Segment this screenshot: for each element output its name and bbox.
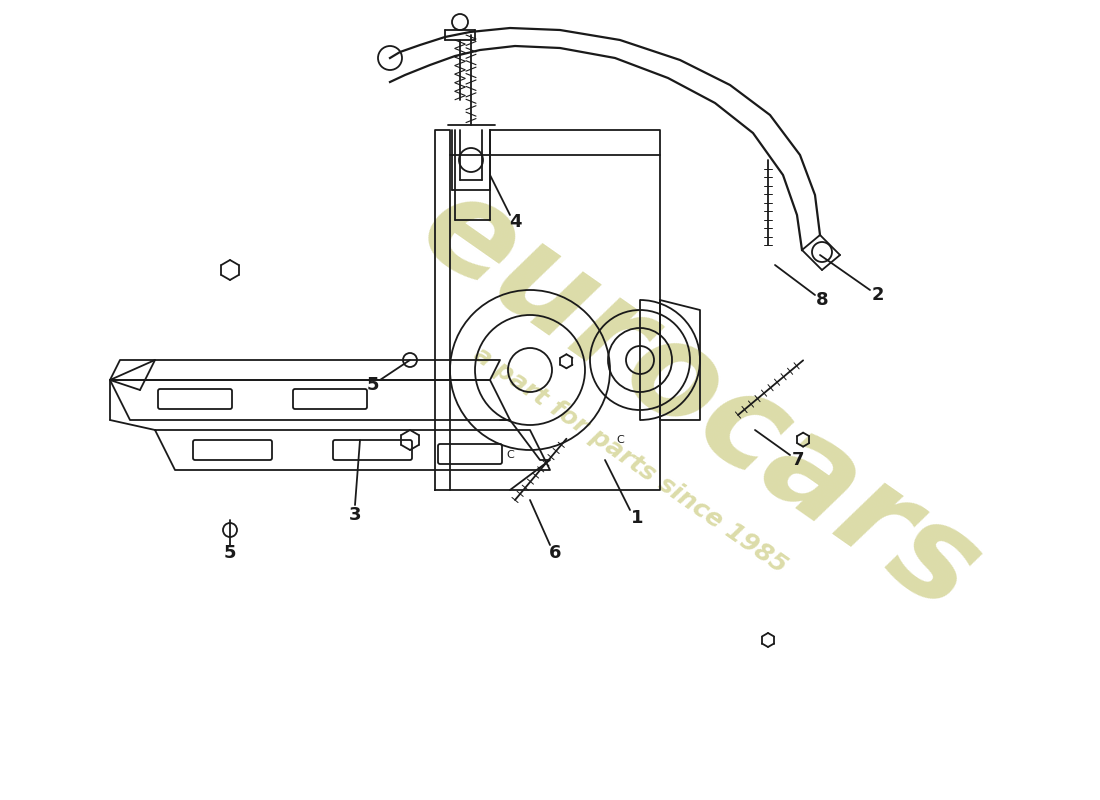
Text: 2: 2 <box>871 286 884 304</box>
Text: a part for parts since 1985: a part for parts since 1985 <box>469 342 791 578</box>
Text: 7: 7 <box>792 451 804 469</box>
Text: 8: 8 <box>816 291 828 309</box>
Text: 5: 5 <box>366 376 379 394</box>
Text: eurocars: eurocars <box>397 162 1003 638</box>
Text: 6: 6 <box>549 544 561 562</box>
Text: 1: 1 <box>630 509 644 527</box>
Text: C: C <box>506 450 514 460</box>
Text: 5: 5 <box>223 544 236 562</box>
Text: 3: 3 <box>349 506 361 524</box>
Text: C: C <box>616 435 624 445</box>
Text: 4: 4 <box>508 213 521 231</box>
